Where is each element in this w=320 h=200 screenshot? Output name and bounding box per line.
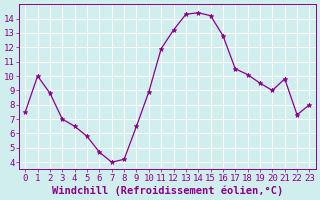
- X-axis label: Windchill (Refroidissement éolien,°C): Windchill (Refroidissement éolien,°C): [52, 185, 283, 196]
